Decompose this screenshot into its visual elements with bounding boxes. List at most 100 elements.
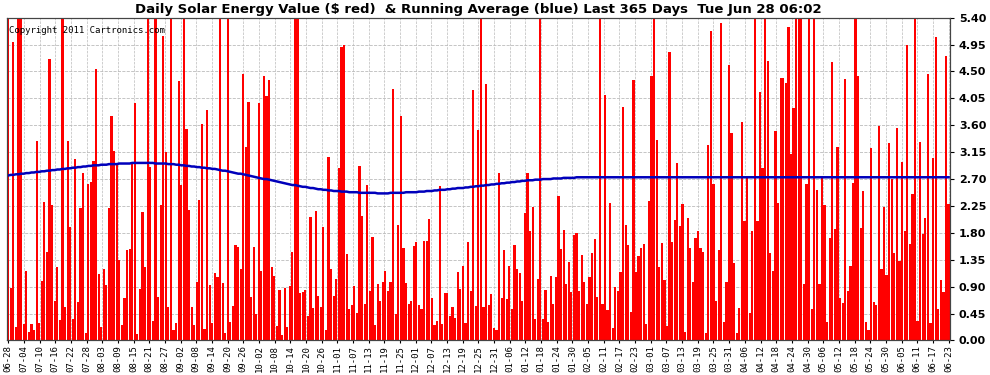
Bar xyxy=(846,291,849,340)
Text: Copyright 2011 Cartronics.com: Copyright 2011 Cartronics.com xyxy=(9,26,164,35)
Bar xyxy=(198,200,201,340)
Bar xyxy=(904,231,906,340)
Bar xyxy=(746,176,748,340)
Bar xyxy=(77,303,79,340)
Bar xyxy=(230,322,232,340)
Bar xyxy=(355,313,358,340)
Bar xyxy=(312,308,314,340)
Bar xyxy=(353,286,355,340)
Bar xyxy=(485,84,487,340)
Bar xyxy=(549,276,551,340)
Bar xyxy=(276,326,278,340)
Bar xyxy=(162,36,164,340)
Bar xyxy=(268,80,270,340)
Bar xyxy=(209,285,211,340)
Bar xyxy=(118,260,121,340)
Bar xyxy=(310,217,312,340)
Bar xyxy=(769,252,771,340)
Bar xyxy=(139,289,141,340)
Bar xyxy=(516,269,518,340)
Bar xyxy=(291,252,293,340)
Bar xyxy=(673,220,676,340)
Bar xyxy=(759,92,761,340)
Bar xyxy=(214,273,216,340)
Bar xyxy=(542,319,545,340)
Bar xyxy=(431,298,433,340)
Bar xyxy=(25,271,28,340)
Bar xyxy=(647,201,650,340)
Bar xyxy=(495,330,498,340)
Bar xyxy=(151,321,154,340)
Bar xyxy=(940,280,941,340)
Bar xyxy=(395,314,397,340)
Bar xyxy=(588,277,591,340)
Bar xyxy=(144,267,147,340)
Bar xyxy=(909,244,911,340)
Bar xyxy=(862,191,864,340)
Bar xyxy=(679,226,681,340)
Bar xyxy=(586,304,588,340)
Bar xyxy=(31,324,33,340)
Bar xyxy=(684,332,686,340)
Bar xyxy=(100,327,102,340)
Bar xyxy=(774,131,776,340)
Bar xyxy=(806,184,808,340)
Bar xyxy=(694,238,697,340)
Bar xyxy=(461,266,464,340)
Bar xyxy=(103,269,105,340)
Bar xyxy=(795,19,797,340)
Bar xyxy=(829,238,831,340)
Bar xyxy=(71,319,74,340)
Bar xyxy=(18,19,20,340)
Bar xyxy=(350,305,352,340)
Bar xyxy=(575,233,578,340)
Bar xyxy=(108,208,110,340)
Bar xyxy=(854,19,856,340)
Bar xyxy=(893,253,895,340)
Bar xyxy=(180,185,182,340)
Bar xyxy=(188,210,190,340)
Bar xyxy=(544,290,546,340)
Bar xyxy=(898,261,901,340)
Bar xyxy=(315,211,317,340)
Bar xyxy=(379,302,381,340)
Bar xyxy=(842,303,843,340)
Bar xyxy=(901,162,903,340)
Bar xyxy=(170,19,172,340)
Bar xyxy=(912,194,914,340)
Bar xyxy=(583,282,585,340)
Bar xyxy=(249,297,252,340)
Bar xyxy=(376,284,379,340)
Bar xyxy=(252,247,254,340)
Bar xyxy=(702,252,704,340)
Bar xyxy=(689,248,691,340)
Bar xyxy=(392,88,394,340)
Bar xyxy=(39,323,41,340)
Bar xyxy=(529,231,532,340)
Bar xyxy=(508,266,511,340)
Bar xyxy=(116,164,118,340)
Bar xyxy=(859,228,862,340)
Bar xyxy=(131,164,134,340)
Bar xyxy=(307,316,309,340)
Bar xyxy=(204,329,206,340)
Bar xyxy=(761,168,763,340)
Bar xyxy=(718,250,720,340)
Bar xyxy=(519,273,521,340)
Bar xyxy=(511,309,513,340)
Bar xyxy=(387,291,389,340)
Bar xyxy=(157,297,159,340)
Bar xyxy=(753,19,756,340)
Bar xyxy=(348,309,350,340)
Bar xyxy=(217,277,219,340)
Bar xyxy=(113,152,115,340)
Bar xyxy=(196,282,198,340)
Bar xyxy=(436,321,439,340)
Bar xyxy=(880,269,882,340)
Bar xyxy=(567,262,570,340)
Bar xyxy=(514,245,516,340)
Bar xyxy=(870,148,872,340)
Title: Daily Solar Energy Value ($ red)  & Running Average (blue) Last 365 Days  Tue Ju: Daily Solar Energy Value ($ red) & Runni… xyxy=(135,3,822,16)
Bar xyxy=(482,306,485,340)
Bar xyxy=(625,225,627,340)
